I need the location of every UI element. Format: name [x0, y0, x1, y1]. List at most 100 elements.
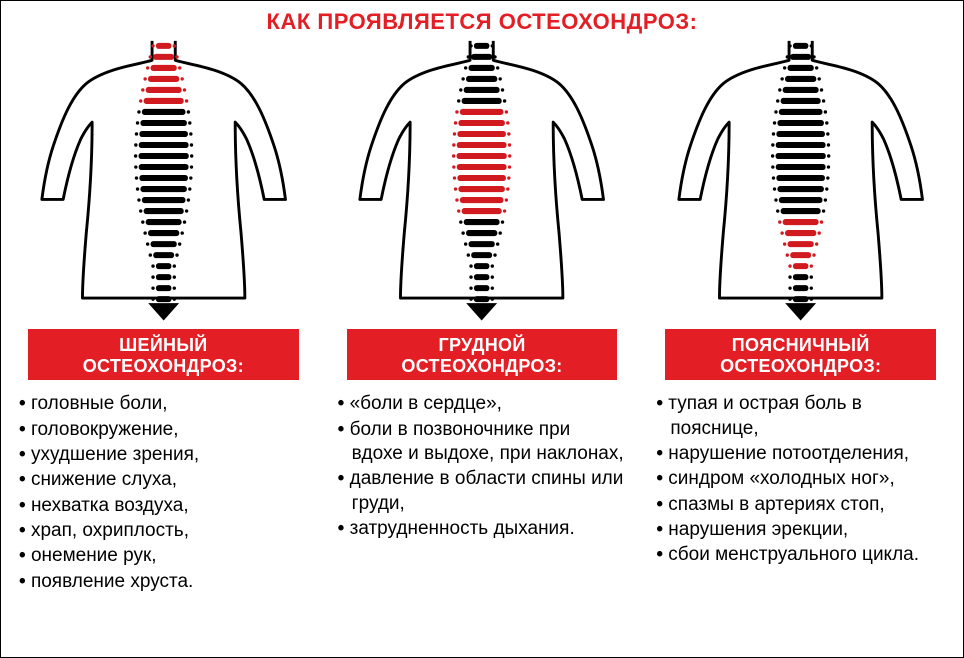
vertebra-process	[499, 77, 502, 80]
vertebra-process	[822, 209, 825, 212]
vertebra	[458, 175, 507, 181]
vertebra	[458, 131, 507, 137]
vertebra-process	[778, 88, 781, 91]
vertebra-process	[508, 165, 511, 168]
vertebra	[138, 142, 188, 148]
vertebra	[150, 65, 176, 71]
col-lumbar: ПОЯСНИЧНЫЙ ОСТЕОХОНДРОЗ: тупая и острая …	[650, 39, 951, 595]
vertebra-process	[134, 176, 137, 179]
vertebra-process	[499, 231, 502, 234]
vertebra	[466, 230, 497, 236]
vertebra	[776, 153, 826, 159]
vertebra	[474, 43, 489, 49]
sacrum	[467, 303, 498, 320]
vertebra	[788, 241, 814, 247]
vertebra-process	[503, 209, 506, 212]
vertebra-process	[172, 297, 175, 300]
vertebra	[474, 285, 489, 291]
symptom-item: головные боли,	[19, 392, 308, 416]
vertebra-process	[148, 253, 151, 256]
vertebra	[462, 98, 502, 104]
vertebra-process	[462, 231, 465, 234]
vertebra-process	[146, 242, 149, 245]
vertebra-process	[826, 132, 829, 135]
vertebra-process	[788, 44, 791, 47]
vertebra-process	[780, 77, 783, 80]
vertebra-process	[454, 121, 457, 124]
vertebra	[793, 43, 808, 49]
subtitle-lumbar: ПОЯСНИЧНЫЙ ОСТЕОХОНДРОЗ:	[665, 329, 936, 380]
vertebra-process	[143, 77, 146, 80]
vertebra	[777, 186, 823, 192]
vertebra	[464, 87, 500, 93]
vertebra-process	[172, 44, 175, 47]
vertebra-process	[459, 220, 462, 223]
symptom-item: появление хруста.	[19, 570, 308, 594]
vertebra-process	[776, 209, 779, 212]
vertebra	[793, 285, 808, 291]
vertebra-process	[772, 176, 775, 179]
vertebra-process	[467, 253, 470, 256]
col-cervical: ШЕЙНЫЙ ОСТЕОХОНДРОЗ: головные боли,голов…	[13, 39, 314, 595]
vertebra-process	[141, 220, 144, 223]
vertebra-process	[810, 286, 813, 289]
figure-thoracic	[332, 39, 633, 329]
vertebra-process	[810, 275, 813, 278]
vertebra-process	[825, 121, 828, 124]
sacrum	[148, 303, 179, 320]
symptom-item: спазмы в артериях стоп,	[656, 493, 945, 517]
vertebra-process	[462, 77, 465, 80]
vertebra-process	[788, 297, 791, 300]
vertebra-process	[501, 88, 504, 91]
subtitle-cervical: ШЕЙНЫЙ ОСТЕОХОНДРОЗ:	[28, 329, 299, 380]
vertebra	[469, 65, 495, 71]
vertebra	[466, 76, 497, 82]
vertebra	[140, 186, 186, 192]
infographic-frame: КАК ПРОЯВЛЯЕТСЯ ОСТЕОХОНДРОЗ: ШЕЙНЫЙ ОСТ…	[0, 0, 964, 658]
vertebra-process	[457, 209, 460, 212]
vertebra	[781, 98, 821, 104]
vertebra-process	[175, 253, 178, 256]
vertebra-process	[494, 55, 497, 58]
vertebra-process	[172, 286, 175, 289]
vertebra-process	[146, 66, 149, 69]
vertebra-process	[172, 275, 175, 278]
vertebra	[781, 208, 821, 214]
vertebra-process	[815, 242, 818, 245]
vertebra-process	[470, 297, 473, 300]
vertebra	[462, 208, 502, 214]
col-thoracic: ГРУДНОЙ ОСТЕОХОНДРОЗ: «боли в сердце»,бо…	[332, 39, 633, 595]
vertebra	[457, 142, 507, 148]
vertebra	[460, 109, 504, 115]
vertebra	[156, 296, 171, 302]
vertebra-process	[188, 121, 191, 124]
vertebra-process	[185, 99, 188, 102]
vertebra-process	[141, 88, 144, 91]
vertebra	[153, 252, 174, 258]
vertebra-process	[143, 231, 146, 234]
vertebra-process	[505, 110, 508, 113]
vertebra-process	[467, 55, 470, 58]
vertebra-process	[774, 198, 777, 201]
vertebra	[142, 109, 186, 115]
sacrum	[785, 303, 816, 320]
vertebra-process	[810, 44, 813, 47]
vertebra-process	[186, 198, 189, 201]
vertebra	[457, 164, 507, 170]
vertebra-process	[820, 220, 823, 223]
symptom-item: затрудненность дыхания.	[338, 517, 627, 541]
vertebra	[793, 274, 808, 280]
vertebra-process	[151, 297, 154, 300]
vertebra	[156, 285, 171, 291]
vertebra-process	[189, 176, 192, 179]
vertebra-process	[454, 187, 457, 190]
vertebra-process	[470, 286, 473, 289]
vertebra	[148, 76, 179, 82]
symptom-item: нарушение потоотделения,	[656, 442, 945, 466]
vertebra	[139, 131, 188, 137]
vertebra-process	[470, 275, 473, 278]
vertebra-process	[139, 209, 142, 212]
vertebra-process	[818, 231, 821, 234]
vertebra-process	[139, 99, 142, 102]
vertebra	[138, 153, 188, 159]
